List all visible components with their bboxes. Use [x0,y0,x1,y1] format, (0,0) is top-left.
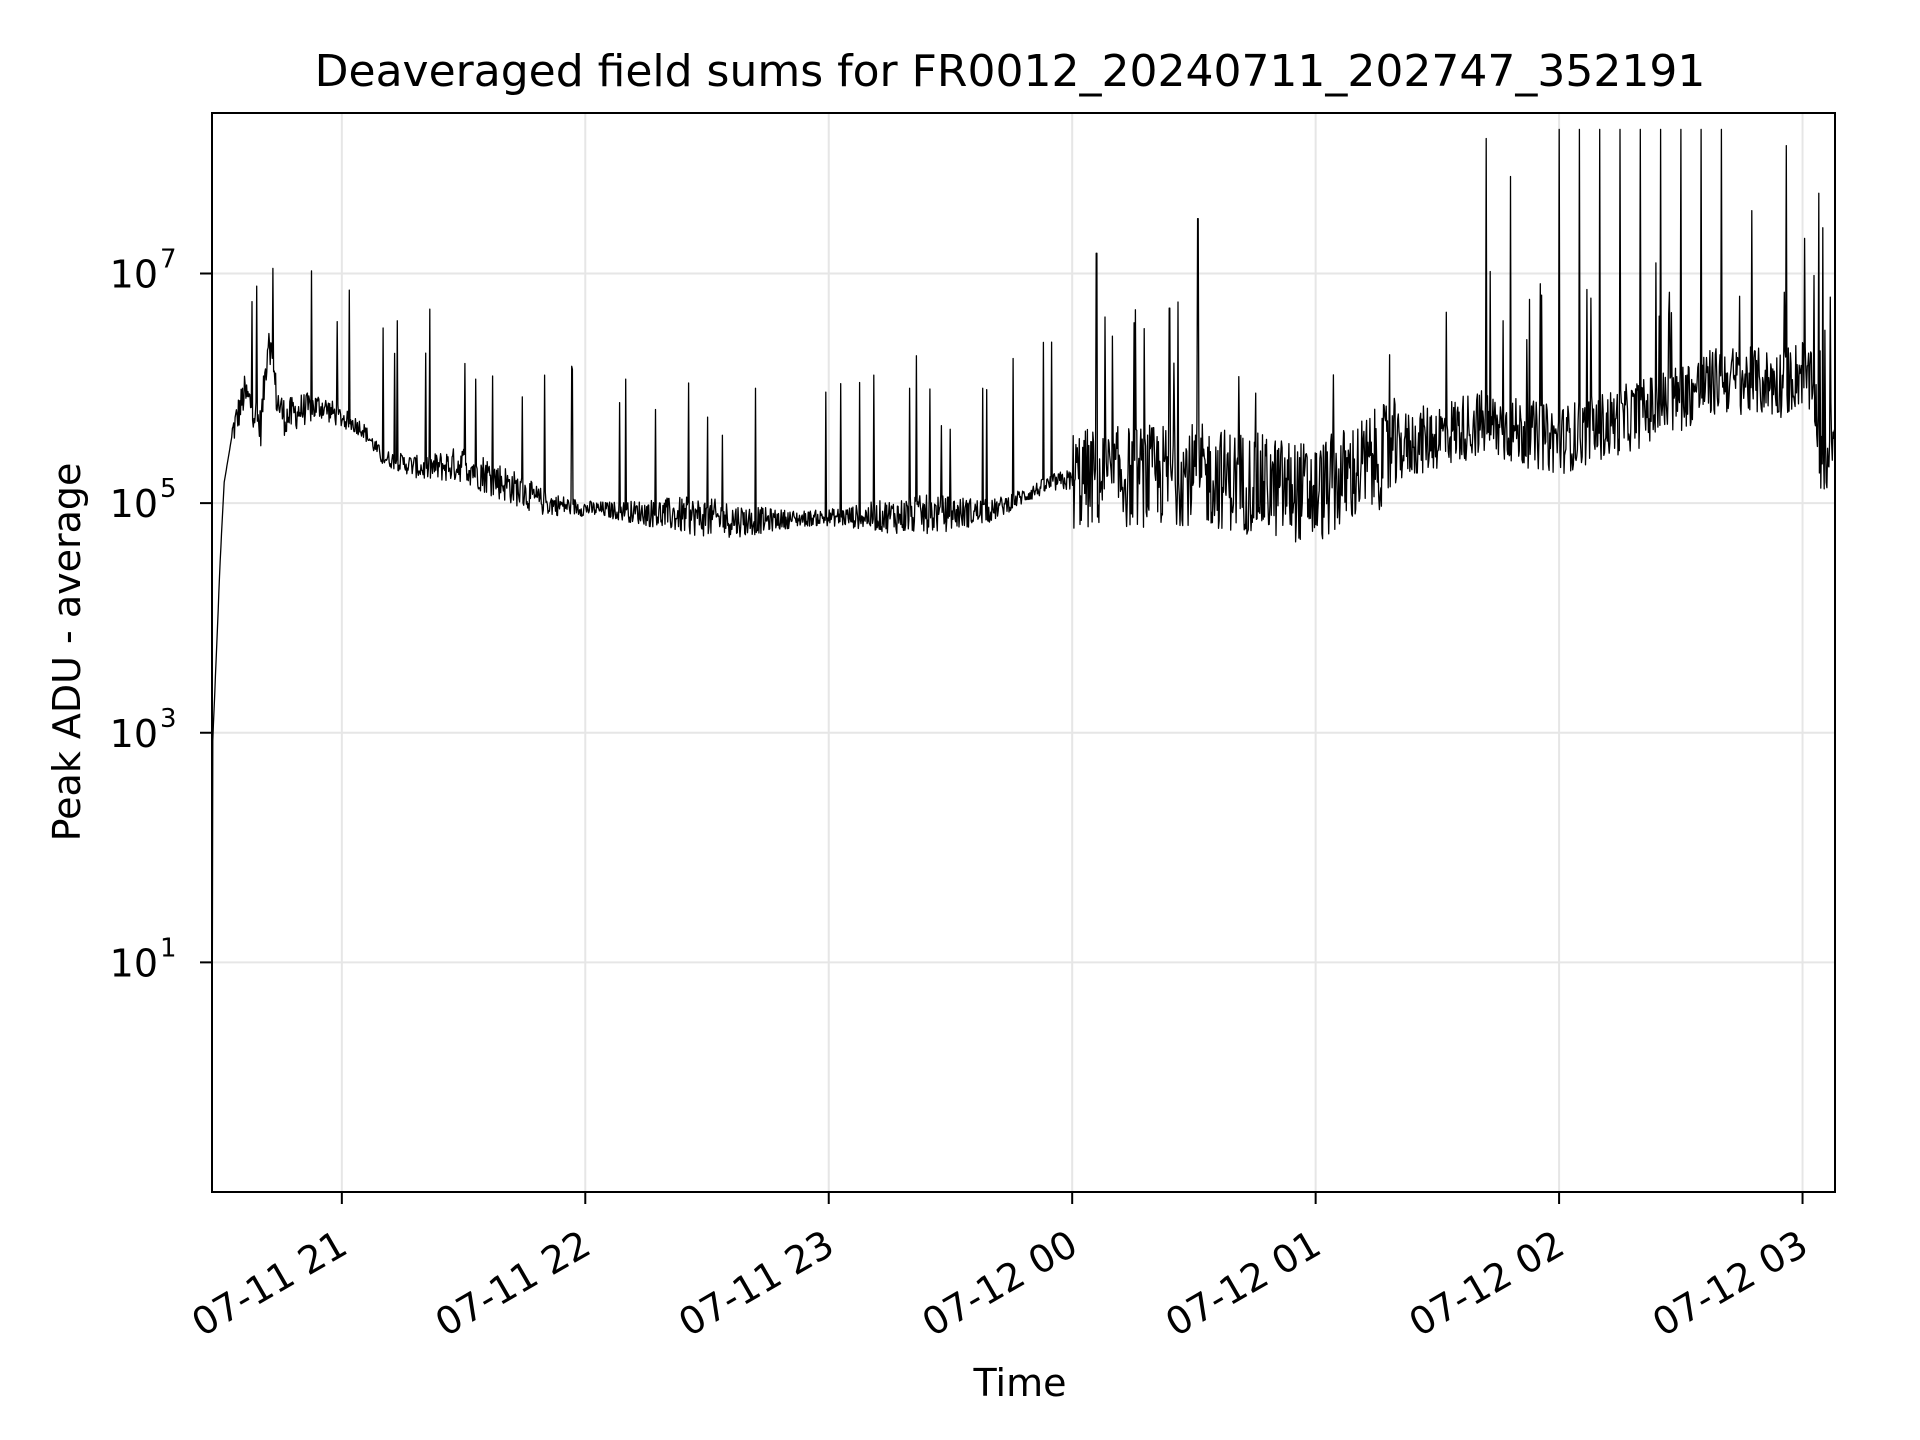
x-tick-label: 07-12 03 [1645,1222,1815,1346]
x-tick-label: 07-11 21 [184,1222,354,1346]
x-tick-label: 07-12 02 [1402,1222,1572,1346]
plot-frame [211,112,1836,1193]
y-tick-label: 10 [110,482,158,526]
y-tick-base: 10 [110,712,158,756]
x-tick-label: 07-12 00 [915,1222,1085,1346]
grid [212,113,1835,1192]
y-tick-exponent: 7 [160,245,177,275]
chart-title: Deaveraged field sums for FR0012_2024071… [315,46,1706,97]
y-tick-base: 10 [110,941,158,985]
y-tick-label: 10 [110,941,158,985]
y-tick-exponent: 3 [160,704,177,734]
y-tick-base: 10 [110,253,158,297]
series-layer [212,128,1835,1192]
y-tick-exponent: 5 [160,474,177,504]
x-tick-label: 07-12 01 [1158,1222,1328,1346]
y-tick-label: 10 [110,712,158,756]
x-tick-label: 07-11 22 [428,1222,598,1346]
y-axis-label: Peak ADU - average [45,463,89,842]
y-tick-label: 10 [110,253,158,297]
x-tick-label: 07-11 23 [671,1222,841,1346]
y-tick-exponent: 1 [160,933,177,963]
series-line [212,128,1835,1192]
y-tick-base: 10 [110,482,158,526]
x-axis-label: Time [973,1361,1067,1405]
